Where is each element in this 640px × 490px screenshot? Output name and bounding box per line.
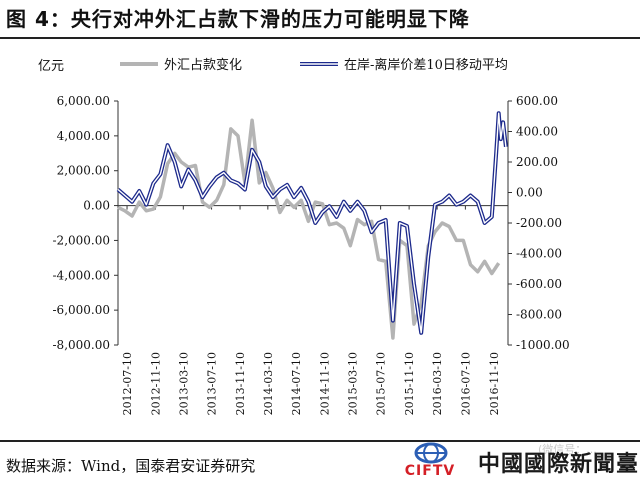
x-tick-label: 2012-07-10 xyxy=(121,352,134,415)
series-line-fx-change xyxy=(117,118,501,340)
legend-label-fx-change: 外汇占款变化 xyxy=(164,57,242,73)
x-tick-label: 2012-11-10 xyxy=(150,352,163,415)
right-tick-label: -200.00 xyxy=(516,216,562,230)
title-divider xyxy=(0,37,640,39)
right-tick-label: 0.00 xyxy=(516,186,543,200)
right-tick-label: -600.00 xyxy=(516,277,562,291)
x-tick-label: 2015-07-10 xyxy=(375,352,388,415)
x-tick-label: 2013-03-10 xyxy=(177,352,190,415)
x-tick-label: 2014-11-10 xyxy=(319,352,332,415)
logo-abbr: CIFTV xyxy=(404,463,456,479)
left-tick-label: -4,000.00 xyxy=(53,268,111,282)
series-line-spread-inner xyxy=(117,112,507,334)
x-tick-label: 2013-07-10 xyxy=(206,352,219,415)
right-tick-label: -1000.00 xyxy=(516,338,570,352)
x-tick-label: 2015-03-10 xyxy=(346,352,359,415)
right-tick-label: 200.00 xyxy=(516,155,558,169)
series-line-spread-outline xyxy=(116,111,508,335)
left-tick-label: 0.00 xyxy=(83,199,110,213)
left-tick-label: -6,000.00 xyxy=(53,303,111,317)
left-tick-label: -8,000.00 xyxy=(53,338,111,352)
right-tick-label: 600.00 xyxy=(516,94,558,108)
x-tick-label: 2016-03-10 xyxy=(431,352,444,415)
watermark-text: (微信号：... xyxy=(538,443,597,456)
logo-name: 中國國際新聞臺 xyxy=(478,452,640,477)
x-tick-label: 2015-11-10 xyxy=(403,352,416,415)
left-unit-label: 亿元 xyxy=(38,59,64,74)
legend-label-spread: 在岸-离岸价差10日移动平均 xyxy=(344,57,508,73)
right-tick-label: 400.00 xyxy=(516,125,558,139)
right-tick-label: -400.00 xyxy=(516,247,562,261)
x-tick-label: 2013-11-10 xyxy=(234,352,247,415)
footer-divider xyxy=(0,440,640,442)
right-tick-label: -800.00 xyxy=(516,308,562,322)
x-tick-label: 2016-11-10 xyxy=(488,352,501,415)
x-tick-label: 2014-03-10 xyxy=(262,352,275,415)
left-tick-label: 4,000.00 xyxy=(57,129,110,143)
page-title: 图 4：央行对冲外汇占款下滑的压力可能明显下降 xyxy=(6,7,470,31)
left-tick-label: 6,000.00 xyxy=(57,94,110,108)
source-note: 数据来源：Wind，国泰君安证券研究 xyxy=(6,457,256,475)
cfitv-logo: CIFTV 中國國際新聞臺 xyxy=(378,440,640,490)
left-tick-label: 2,000.00 xyxy=(57,164,110,178)
chart: 6,000.00 4,000.00 2,000.00 0.00 -2,000.00 -4,… xyxy=(38,57,570,415)
x-tick-label: 2014-07-10 xyxy=(290,352,303,415)
left-tick-label: -2,000.00 xyxy=(53,233,111,247)
globe-icon xyxy=(414,442,448,464)
x-tick-label: 2016-07-10 xyxy=(459,352,472,415)
